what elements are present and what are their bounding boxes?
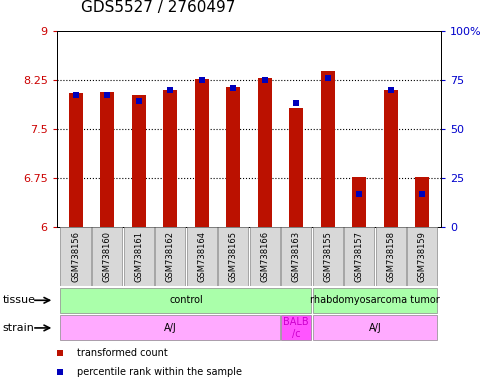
Bar [289,108,303,227]
FancyBboxPatch shape [313,316,437,340]
Bar [415,177,429,227]
Text: GSM738155: GSM738155 [323,231,332,282]
FancyBboxPatch shape [61,227,91,286]
Text: percentile rank within the sample: percentile rank within the sample [77,367,242,377]
Bar [195,79,209,227]
FancyBboxPatch shape [92,227,122,286]
Text: A/J: A/J [369,323,382,333]
Text: strain: strain [2,323,35,333]
Text: rhabdomyosarcoma tumor: rhabdomyosarcoma tumor [310,295,440,305]
Text: GSM738158: GSM738158 [387,231,395,282]
FancyBboxPatch shape [407,227,437,286]
Text: GSM738157: GSM738157 [355,231,364,282]
Text: transformed count: transformed count [77,348,168,358]
Text: GSM738162: GSM738162 [166,231,175,282]
FancyBboxPatch shape [249,227,280,286]
Text: GSM738165: GSM738165 [229,231,238,282]
FancyBboxPatch shape [61,288,312,313]
Bar [69,93,83,227]
FancyBboxPatch shape [61,316,280,340]
FancyBboxPatch shape [124,227,154,286]
FancyBboxPatch shape [313,227,343,286]
Text: GSM738163: GSM738163 [292,231,301,282]
Bar [132,95,146,227]
Text: GSM738159: GSM738159 [418,231,427,282]
FancyBboxPatch shape [281,316,312,340]
FancyBboxPatch shape [155,227,185,286]
Text: A/J: A/J [164,323,176,333]
Text: GSM738166: GSM738166 [260,231,269,282]
Text: GSM738160: GSM738160 [103,231,111,282]
Text: BALB
/c: BALB /c [283,317,309,339]
FancyBboxPatch shape [281,227,312,286]
FancyBboxPatch shape [313,288,437,313]
FancyBboxPatch shape [376,227,406,286]
Text: GDS5527 / 2760497: GDS5527 / 2760497 [81,0,236,15]
Bar [320,71,335,227]
Text: GSM738164: GSM738164 [197,231,206,282]
Bar [384,89,398,227]
FancyBboxPatch shape [186,227,217,286]
Bar [163,89,177,227]
Text: control: control [169,295,203,305]
Bar [100,91,114,227]
FancyBboxPatch shape [344,227,374,286]
Text: tissue: tissue [2,295,35,305]
Text: GSM738156: GSM738156 [71,231,80,282]
Bar [226,87,240,227]
Text: GSM738161: GSM738161 [134,231,143,282]
FancyBboxPatch shape [218,227,248,286]
Bar [258,78,272,227]
Bar [352,177,366,227]
